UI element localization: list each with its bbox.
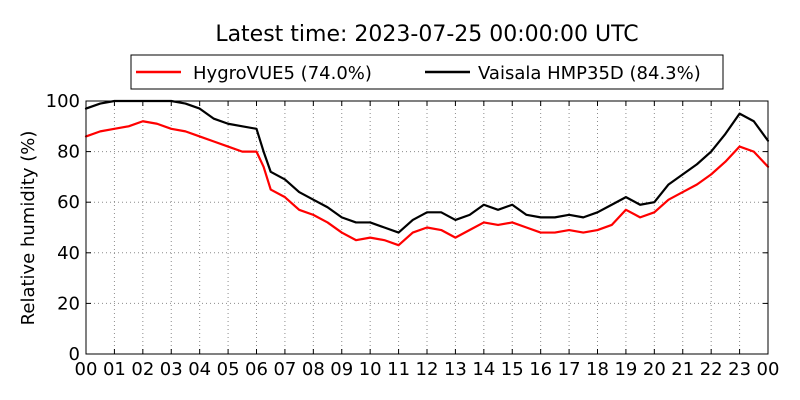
x-tick-label: 07 — [273, 359, 296, 380]
x-tick-label: 12 — [416, 359, 439, 380]
x-tick-label: 15 — [501, 359, 524, 380]
x-tick-label: 08 — [302, 359, 325, 380]
tick-labels: 00 01 02 03 04 05 06 07 08 09 10 11 12 13 14 15 16 17 18 19… — [46, 91, 780, 380]
x-tick-label: 20 — [643, 359, 666, 380]
legend: HygroVUE5 (74.0%) Vaisala HMP35D (84.3%) — [130, 54, 724, 90]
y-tick-label: 40 — [57, 243, 80, 264]
x-tick-label: 06 — [245, 359, 268, 380]
series-line-hygrovue5 — [84, 120, 770, 247]
y-tick-label: 100 — [46, 91, 80, 112]
y-tick-label: 60 — [57, 192, 80, 213]
legend-label-hygrovue5: HygroVUE5 (74.0%) — [193, 63, 372, 84]
y-axis-label: Relative humidity (%) — [18, 131, 39, 326]
chart-title: Latest time: 2023-07-25 00:00:00 UTC — [215, 22, 638, 47]
y-tick-label: 80 — [57, 142, 80, 163]
x-tick-label: 02 — [131, 359, 154, 380]
x-tick-label: 03 — [160, 359, 183, 380]
x-tick-label: 22 — [700, 359, 723, 380]
x-tick-label: 19 — [614, 359, 637, 380]
series-lines — [84, 99, 770, 247]
x-tick-label: 00 — [75, 359, 98, 380]
y-tick-label: 0 — [69, 344, 80, 365]
y-tick-label: 20 — [57, 293, 80, 314]
x-tick-label: 23 — [728, 359, 751, 380]
x-tick-label: 17 — [558, 359, 581, 380]
x-tick-label: 09 — [330, 359, 353, 380]
x-tick-label: 18 — [586, 359, 609, 380]
series-line-vaisala-hmp35d — [84, 99, 770, 234]
axes — [85, 100, 769, 355]
x-tick-label: 16 — [529, 359, 552, 380]
x-tick-label: 13 — [444, 359, 467, 380]
x-tick-label: 04 — [188, 359, 211, 380]
x-tick-label: 00 — [757, 359, 780, 380]
x-tick-label: 14 — [472, 359, 495, 380]
legend-label-vaisala-hmp35d: Vaisala HMP35D (84.3%) — [478, 63, 701, 84]
x-tick-label: 10 — [359, 359, 382, 380]
x-tick-label: 01 — [103, 359, 126, 380]
x-tick-label: 21 — [671, 359, 694, 380]
x-tick-label: 11 — [387, 359, 410, 380]
x-tick-label: 05 — [217, 359, 240, 380]
